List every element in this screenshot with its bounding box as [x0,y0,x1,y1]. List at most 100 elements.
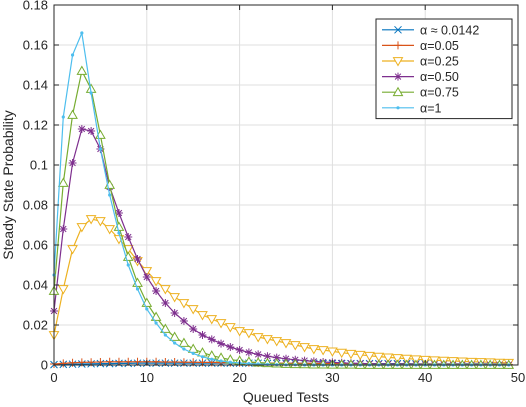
data-point [114,357,123,366]
data-point [163,333,167,337]
data-point [161,299,170,307]
data-point [206,315,218,325]
data-point [299,343,310,353]
data-point [280,339,292,349]
data-point [226,343,235,351]
data-point [373,352,385,363]
data-point [77,125,86,133]
x-tick-label: 10 [140,370,154,385]
legend-label: α=0.75 [420,86,459,100]
data-point [159,323,171,333]
data-point [189,325,198,333]
data-point [354,350,366,361]
data-point [104,225,116,235]
data-point [187,305,199,315]
legend-marker [394,25,402,34]
data-point [169,331,181,341]
legend: α ≈ 0.0142 α=0.05 α=0.25α=0.50 α=0.75α=1 [375,18,513,120]
data-point [234,327,245,337]
legend-box [375,18,513,120]
y-tick-label: 0.02 [23,318,48,333]
data-point [263,352,272,361]
y-tick-label: 0 [41,358,48,373]
data-point [57,285,69,295]
data-point [117,231,121,235]
data-point [67,109,78,119]
data-point [59,359,68,368]
data-point [70,53,75,57]
data-point [345,349,357,360]
data-point [142,273,151,281]
data-point [265,362,270,366]
data-point [113,221,125,231]
data-point [68,159,77,167]
data-point [364,351,375,362]
data-point [57,177,69,187]
y-tick-label: 0.14 [23,78,48,93]
data-point [154,321,158,325]
y-tick-label: 0.04 [23,278,48,293]
data-point [272,353,281,362]
data-point [169,293,181,303]
data-point [200,355,205,359]
data-point [95,217,106,227]
legend-marker [394,41,402,50]
legend-item: α=0.05 [382,39,459,53]
y-tick-label: 0.06 [23,238,48,253]
data-point [67,245,78,255]
data-point [327,347,338,357]
data-point [133,255,142,263]
legend-label: α=1 [420,101,442,115]
y-axis-label: Steady State Probability [0,110,16,259]
data-point [210,357,214,361]
data-point [108,193,112,197]
x-tick-label: 50 [511,370,525,385]
legend-marker [392,86,404,97]
data-point [391,354,403,364]
data-point [59,225,68,233]
data-point [150,311,162,321]
data-point [145,307,149,311]
data-point [114,209,123,217]
legend-item: α=0.25 [382,55,459,69]
data-point [178,337,190,347]
data-point [271,337,283,347]
data-point [105,357,114,366]
legend-label: α ≈ 0.0142 [420,23,479,37]
y-tick-label: 0.12 [23,118,48,133]
x-tick-label: 40 [418,370,432,385]
data-point [124,233,133,241]
data-point [124,357,133,366]
data-point [179,317,188,325]
legend-item: α ≈ 0.0142 [382,23,479,37]
data-point [254,350,263,359]
legend-label: α=0.25 [420,55,459,69]
y-tick-label: 0.1 [30,158,48,173]
data-point [289,341,301,351]
legend-label: α=0.05 [420,39,459,53]
data-point [262,335,273,345]
data-point [135,287,140,291]
x-tick-label: 20 [232,370,246,385]
legend-item: α=0.75 [382,86,459,100]
data-point [197,311,208,321]
legend-label: α=0.50 [420,70,459,84]
data-point [235,346,244,354]
legend-marker [392,57,404,67]
series-2 [48,215,515,369]
data-point [87,127,96,135]
data-point [308,345,320,355]
data-point [217,339,226,348]
data-point [219,359,223,363]
data-point [152,357,161,366]
legend-marker [396,106,400,110]
axes-frame [53,4,519,366]
data-point [244,348,253,357]
data-point [207,335,216,344]
legend-item: α=0.50 [382,70,459,84]
data-point [191,351,195,355]
y-tick-label: 0.08 [23,198,48,213]
data-point [126,263,130,267]
gridlines [53,4,519,366]
